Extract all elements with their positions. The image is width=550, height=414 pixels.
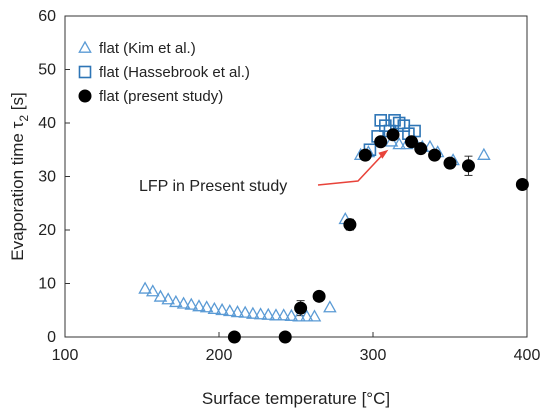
y-axis-title: Evaporation time τ2 [s] (8, 92, 31, 260)
y-tick-label: 10 (38, 276, 56, 293)
kim-triangle-point (176, 296, 191, 309)
present-study-point (405, 135, 418, 149)
kim-triangle-point (153, 289, 168, 302)
kim-triangle-point (392, 137, 406, 150)
kim-triangle-point (161, 292, 175, 305)
x-tick-label: 100 (52, 347, 79, 364)
annotation-arrow-head (378, 149, 389, 159)
kim-triangle-point (307, 309, 322, 322)
kim-triangle-point (138, 281, 152, 294)
present-study-point (374, 135, 388, 149)
kim-triangle-point (207, 301, 222, 315)
y-tick-label: 20 (38, 222, 56, 239)
x-tick-label: 300 (360, 347, 387, 364)
y-tick-label: 60 (38, 8, 56, 25)
annotation-arrow-line (317, 151, 386, 186)
annotation-lfp-label: LFP in Present study (139, 178, 287, 195)
present-study-point (312, 289, 326, 303)
kim-triangle-point (253, 307, 268, 320)
present-study-point (414, 142, 428, 156)
x-tick-label: 400 (514, 347, 541, 364)
kim-triangle-point (477, 147, 491, 160)
legend-label: flat (Kim et al.) (99, 40, 196, 57)
kim-triangle-point (222, 303, 237, 317)
hassebrook-square-point (392, 116, 406, 130)
kim-triangle-point (145, 284, 160, 297)
present-study-point (278, 330, 292, 344)
present-study-point (358, 148, 372, 162)
kim-triangle-point (261, 307, 276, 320)
present-study-point (294, 301, 308, 315)
y-tick-label: 0 (47, 329, 56, 346)
y-tick-label: 30 (38, 169, 56, 186)
present-study-point (461, 159, 475, 173)
present-study-point (428, 148, 442, 162)
kim-triangle-point (276, 308, 291, 321)
kim-triangle-point (269, 308, 283, 321)
present-study-point (386, 128, 400, 142)
legend-marker (78, 40, 92, 53)
kim-triangle-point (230, 305, 245, 318)
present-study-point (343, 218, 357, 232)
kim-triangle-point (323, 300, 337, 313)
kim-triangle-point (238, 305, 252, 318)
x-axis-title: Surface temperature [°C] (202, 389, 390, 408)
kim-triangle-point (169, 294, 183, 308)
legend-marker (78, 89, 92, 103)
kim-triangle-point (246, 306, 260, 319)
kim-triangle-point (292, 309, 306, 322)
y-tick-label: 50 (38, 62, 56, 79)
kim-triangle-point (192, 299, 206, 312)
kim-triangle-point (199, 300, 214, 313)
legend-label: flat (present study) (99, 88, 223, 105)
present-study-point (227, 330, 241, 344)
x-tick-label: 200 (206, 347, 233, 364)
legend-marker (78, 65, 92, 79)
kim-triangle-point (299, 309, 314, 322)
y-tick-label: 40 (38, 115, 56, 132)
kim-triangle-point (284, 308, 299, 321)
kim-triangle-point (184, 297, 199, 310)
present-study-point (443, 156, 457, 170)
legend-label: flat (Hassebrook et al.) (99, 64, 250, 81)
kim-triangle-point (215, 302, 229, 316)
present-study-point (515, 178, 529, 192)
